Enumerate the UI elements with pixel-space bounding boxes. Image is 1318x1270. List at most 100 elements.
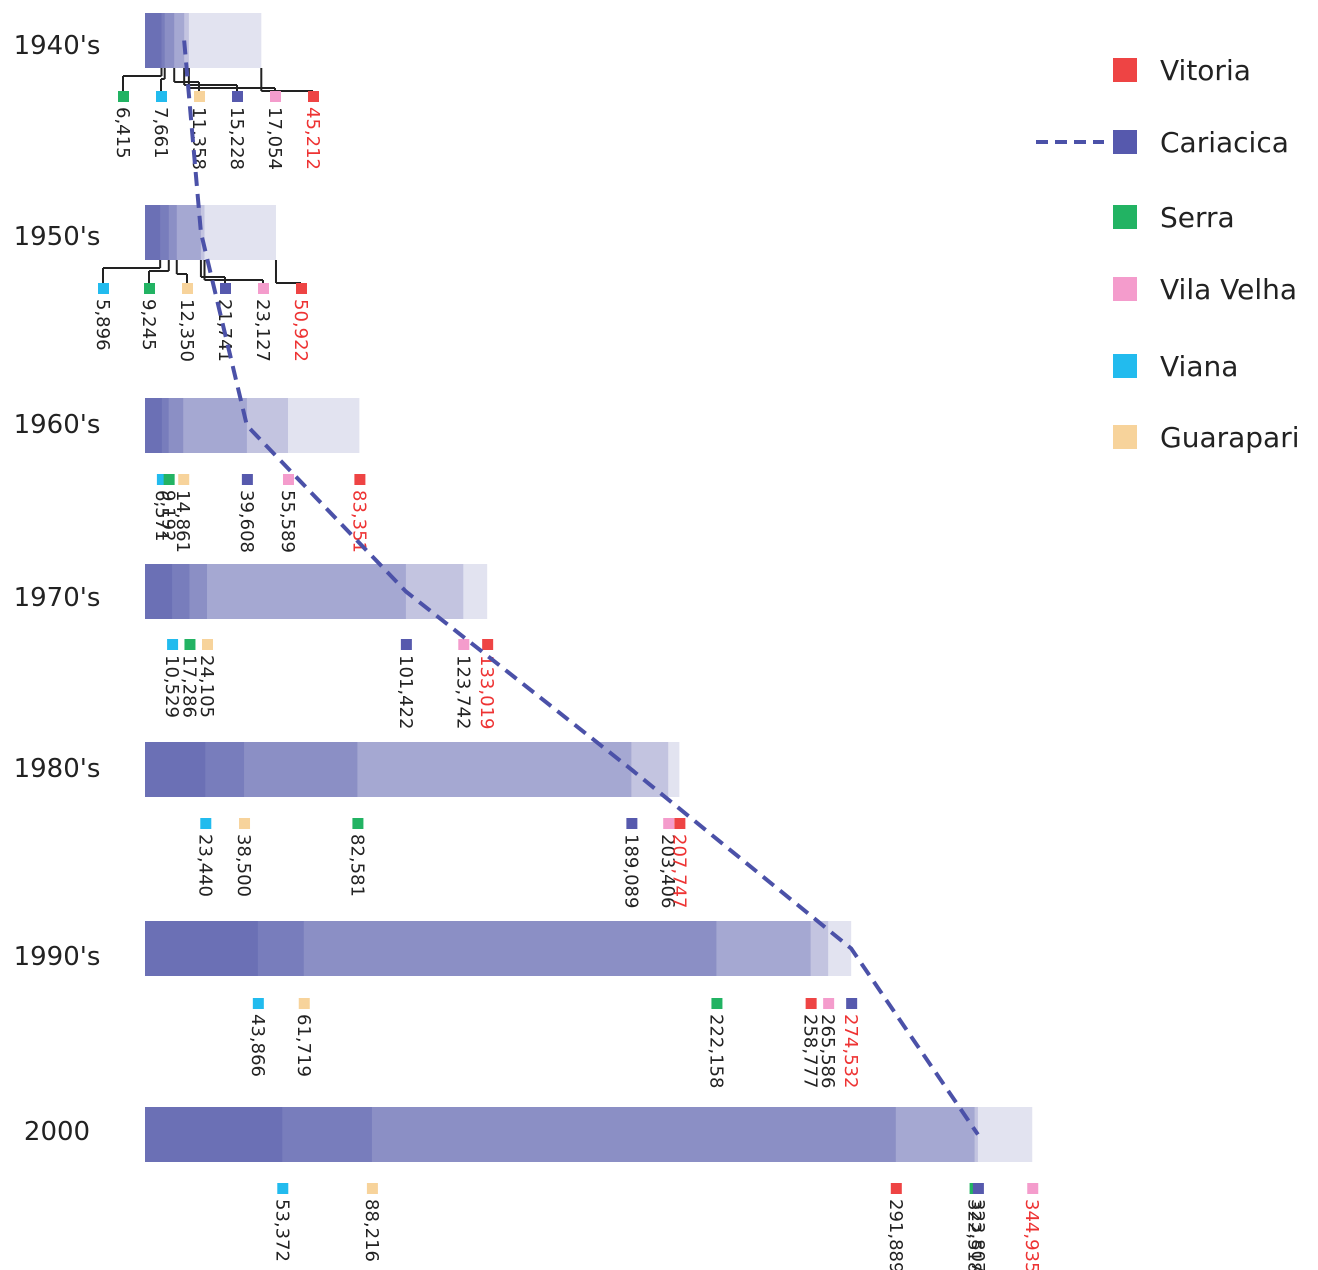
series-marker-serra-1940-s — [118, 91, 129, 102]
series-marker-vila-velha-1960-s — [282, 474, 294, 485]
trend-line-layer — [182, 40, 980, 1136]
value-label-guarapari-1960-s: 14,861 — [172, 490, 193, 553]
bar-segment-serra-1980-s — [145, 742, 358, 797]
legend: Vitoria Cariacica Serra Vila Velha Viana Guar… — [1036, 54, 1300, 454]
value-label-guarapari-1970-s: 24,105 — [196, 655, 217, 718]
bar-segment-vitoria-1940-s — [145, 13, 262, 68]
series-marker-serra-1950-s — [144, 283, 155, 294]
series-marker-cariacica-1960-s — [241, 474, 253, 485]
bar-segment-guarapari-2000 — [145, 1107, 372, 1162]
series-marker-guarapari-1980-s — [239, 818, 251, 829]
bar-segment-cariacica-1950-s — [145, 205, 201, 260]
series-marker-guarapari-1940-s — [194, 91, 205, 102]
value-label-cariacica-1990-s: 274,532 — [840, 1014, 861, 1088]
legend-label-cariacica: Cariacica — [1160, 126, 1289, 159]
value-label-cariacica-1980-s: 189,089 — [620, 834, 641, 908]
series-marker-serra-1980-s — [352, 818, 364, 829]
value-label-vila-velha-1940-s: 17,054 — [264, 107, 285, 170]
bar-segment-cariacica-1990-s — [145, 921, 852, 976]
value-label-guarapari-2000: 88,216 — [361, 1199, 382, 1262]
legend-swatch-guarapari — [1113, 425, 1137, 449]
decade-label-2000: 2000 — [24, 1117, 90, 1147]
value-label-vila-velha-1980-s: 203,406 — [657, 834, 678, 908]
series-marker-cariacica-1970-s — [400, 639, 412, 650]
series-marker-vila-velha-1940-s — [270, 91, 281, 102]
value-label-serra-1950-s: 9,245 — [138, 299, 159, 351]
legend-label-guarapari: Guarapari — [1160, 421, 1300, 454]
series-marker-vitoria-1960-s — [354, 474, 366, 485]
series-marker-cariacica-1990-s — [846, 998, 858, 1009]
legend-swatch-serra — [1113, 205, 1137, 229]
bar-segment-cariacica-2000 — [145, 1107, 978, 1162]
bar-segment-guarapari-1960-s — [145, 398, 184, 453]
bar-segment-viana-1940-s — [145, 13, 165, 68]
bar-segment-vitoria-1950-s — [145, 205, 276, 260]
bar-segment-cariacica-1940-s — [145, 13, 185, 68]
value-label-serra-1970-s: 17,286 — [178, 655, 199, 718]
legend-swatch-vila-velha — [1113, 277, 1137, 301]
bar-segment-cariacica-1970-s — [145, 564, 406, 619]
series-marker-cariacica-1940-s — [232, 91, 243, 102]
series-marker-cariacica-2000 — [972, 1183, 984, 1194]
bar-segment-viana-2000 — [145, 1107, 283, 1162]
value-label-cariacica-1970-s: 101,422 — [395, 655, 416, 729]
bar-segment-vila-velha-1990-s — [145, 921, 829, 976]
series-marker-guarapari-1950-s — [182, 283, 193, 294]
bar-segment-vila-velha-1960-s — [145, 398, 288, 453]
value-label-guarapari-1980-s: 38,500 — [233, 834, 254, 897]
value-label-viana-1970-s: 10,529 — [161, 655, 182, 718]
decade-label-1950-s: 1950's — [14, 222, 101, 252]
decade-label-1980-s: 1980's — [14, 754, 101, 784]
bar-segment-vila-velha-2000 — [145, 1107, 1033, 1162]
value-label-vitoria-1940-s: 45,212 — [302, 107, 323, 170]
value-label-vitoria-1970-s: 133,019 — [476, 655, 497, 729]
series-marker-vitoria-1940-s — [308, 91, 319, 102]
series-marker-guarapari-1970-s — [202, 639, 214, 650]
bar-segment-vila-velha-1940-s — [145, 13, 189, 68]
series-marker-guarapari-1960-s — [178, 474, 190, 485]
series-marker-vila-velha-1950-s — [258, 283, 269, 294]
value-label-viana-1990-s: 43,866 — [247, 1014, 268, 1077]
decade-label-1990-s: 1990's — [14, 942, 101, 972]
bar-segment-cariacica-1960-s — [145, 398, 247, 453]
bar-segment-vitoria-1960-s — [145, 398, 360, 453]
bar-segment-guarapari-1990-s — [145, 921, 304, 976]
bar-segment-guarapari-1970-s — [145, 564, 208, 619]
series-marker-viana-1970-s — [167, 639, 179, 650]
series-marker-viana-1960-s — [156, 474, 168, 485]
bar-segment-vila-velha-1970-s — [145, 564, 464, 619]
legend-swatch-cariacica — [1113, 130, 1137, 154]
series-marker-vitoria-1970-s — [482, 639, 494, 650]
value-label-vila-velha-1990-s: 265,586 — [817, 1014, 838, 1088]
value-label-serra-2000: 322,518 — [964, 1199, 985, 1270]
value-label-vila-velha-1960-s: 55,589 — [277, 490, 298, 553]
series-marker-serra-1990-s — [711, 998, 723, 1009]
series-marker-viana-1980-s — [200, 818, 212, 829]
value-label-vitoria-1960-s: 83,351 — [348, 490, 369, 553]
series-marker-viana-1950-s — [98, 283, 109, 294]
series-marker-vitoria-2000 — [890, 1183, 902, 1194]
value-label-viana-1950-s: 5,896 — [92, 299, 113, 351]
value-label-serra-1980-s: 82,581 — [346, 834, 367, 897]
trend-line-cariacica — [182, 40, 980, 1136]
value-label-vitoria-2000: 291,889 — [885, 1199, 906, 1270]
series-marker-guarapari-1990-s — [298, 998, 310, 1009]
bar-segment-serra-1970-s — [145, 564, 190, 619]
value-label-vitoria-1950-s: 50,922 — [290, 299, 311, 362]
value-label-viana-1980-s: 23,440 — [194, 834, 215, 897]
series-marker-vitoria-1990-s — [805, 998, 817, 1009]
value-label-viana-1940-s: 7,661 — [150, 107, 171, 159]
legend-swatch-vitoria — [1113, 58, 1137, 82]
bar-segment-serra-1990-s — [145, 921, 717, 976]
bar-segment-guarapari-1940-s — [145, 13, 175, 68]
bar-segment-viana-1990-s — [145, 921, 258, 976]
value-label-vitoria-1990-s: 258,777 — [800, 1014, 821, 1088]
legend-label-serra: Serra — [1160, 201, 1235, 234]
series-marker-vila-velha-1980-s — [663, 818, 675, 829]
value-label-cariacica-1960-s: 39,608 — [236, 490, 257, 553]
value-label-viana-2000: 53,372 — [271, 1199, 292, 1262]
bar-segment-vitoria-1980-s — [145, 742, 680, 797]
series-marker-cariacica-1980-s — [626, 818, 638, 829]
series-marker-serra-1970-s — [184, 639, 196, 650]
